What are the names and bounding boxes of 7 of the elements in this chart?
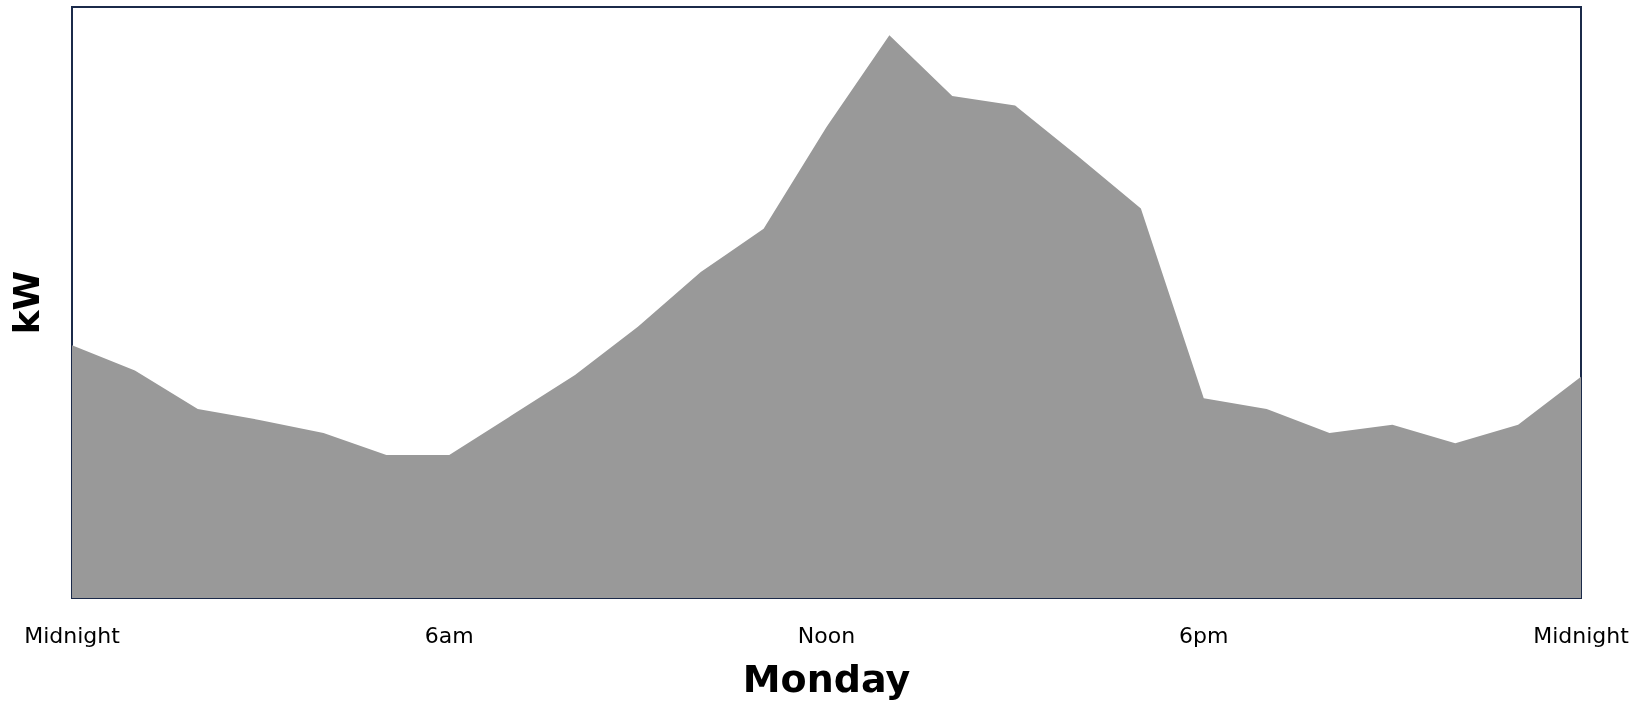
x-axis-title: Monday (742, 657, 911, 701)
x-tick-label: 6am (424, 622, 474, 648)
x-tick-label: Midnight (1533, 622, 1630, 648)
x-tick-label: Midnight (24, 622, 121, 648)
x-tick-label: 6pm (1179, 622, 1229, 648)
y-axis-title: kW (5, 270, 47, 335)
x-tick-label: Noon (797, 622, 856, 648)
